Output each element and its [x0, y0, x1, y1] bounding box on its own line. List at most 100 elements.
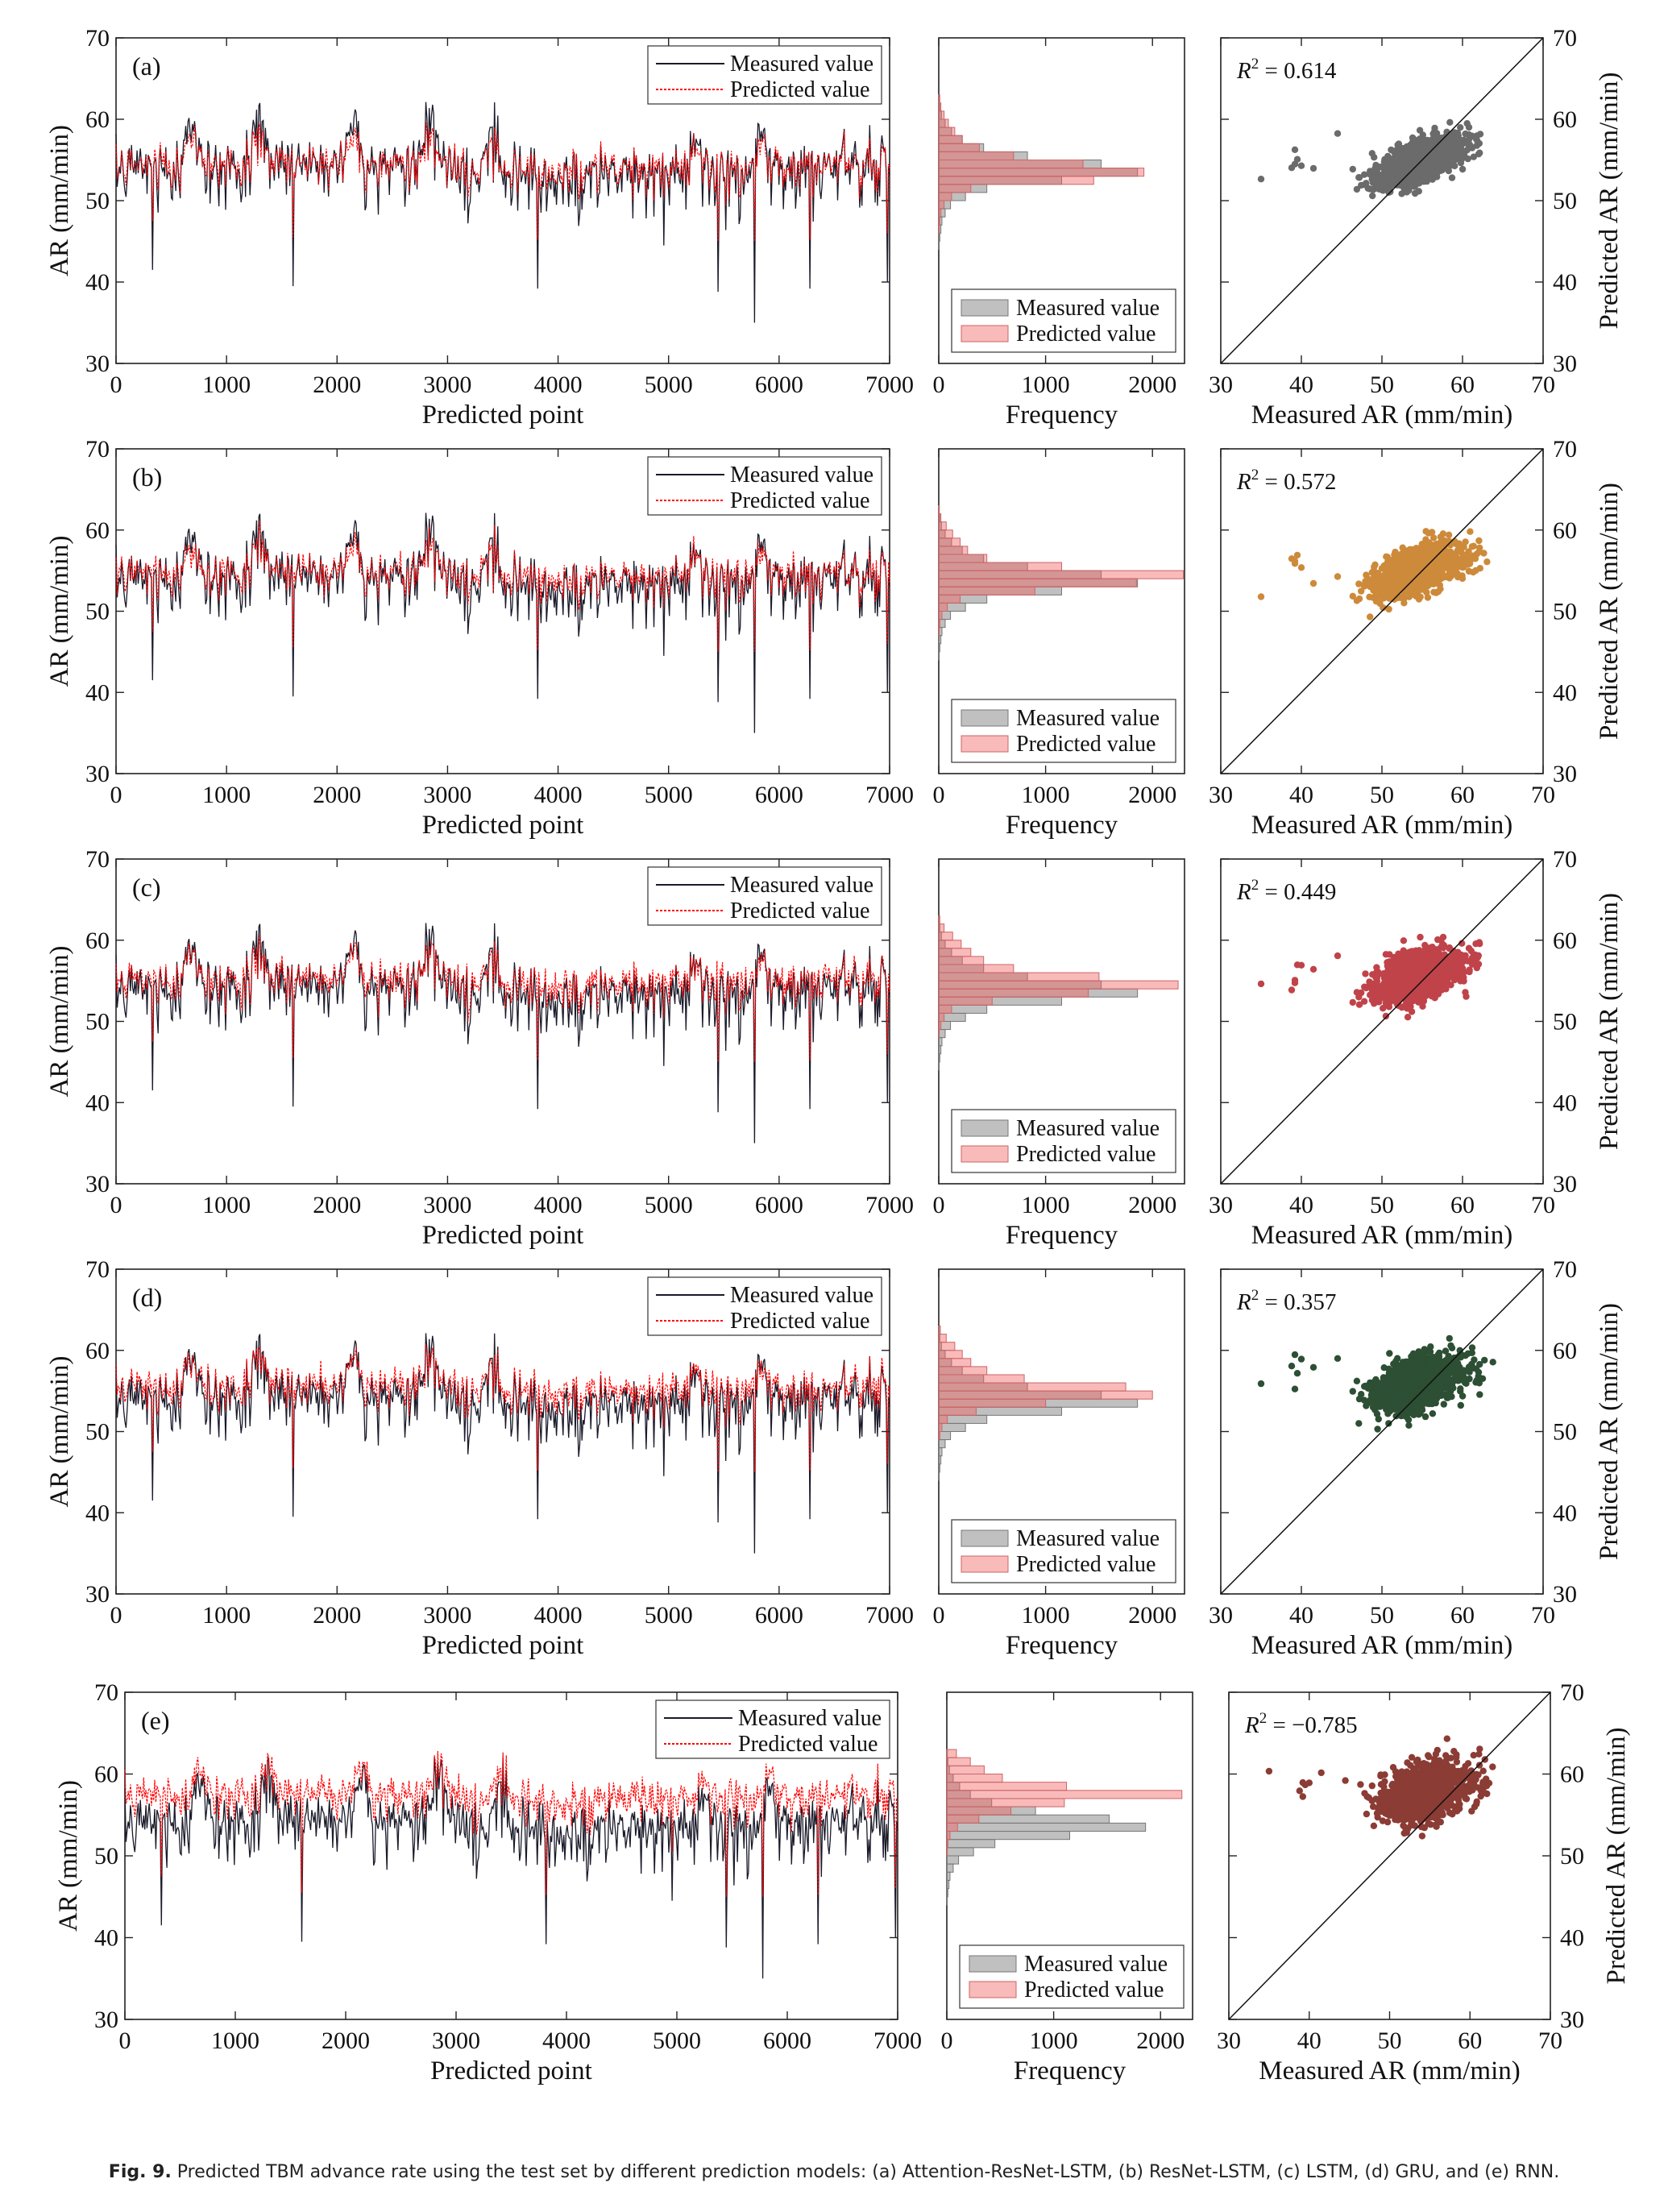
scatter-point	[1430, 588, 1438, 596]
x-tick-label: 7000	[865, 782, 914, 808]
legend-measured-label: Measured value	[1016, 1116, 1160, 1141]
x-tick-label: 7000	[865, 371, 914, 398]
scatter-point	[1382, 161, 1390, 168]
scatter-point	[1439, 933, 1447, 941]
x-tick-label: 1000	[1022, 371, 1070, 398]
scatter-point	[1368, 997, 1376, 1004]
scatter-point	[1442, 160, 1450, 168]
scatter-point	[1410, 168, 1417, 176]
x-tick-label: 1000	[1022, 782, 1070, 808]
y-tick-label: 50	[1553, 188, 1577, 214]
scatter-point	[1380, 1005, 1387, 1012]
x-tick-label: 3000	[423, 1192, 471, 1218]
predicted-series-line	[115, 521, 890, 652]
scatter-point	[1257, 980, 1265, 988]
predicted-hist-bar	[938, 208, 942, 218]
scatter-point	[1424, 594, 1432, 601]
scatter-point	[1474, 953, 1482, 961]
predicted-hist-bar	[938, 940, 962, 949]
x-tick-label: 5000	[645, 782, 693, 808]
predicted-hist-bar	[938, 948, 972, 957]
scatter-point	[1353, 185, 1361, 193]
scatter-point	[1438, 557, 1446, 564]
scatter-point	[1429, 176, 1436, 183]
x-tick-label: 30	[1209, 1602, 1233, 1629]
scatter-point	[1453, 541, 1460, 548]
scatter-point	[1443, 135, 1451, 143]
scatter-point	[1413, 179, 1420, 187]
scatter-point	[1434, 133, 1441, 140]
x-tick-label: 2000	[1128, 1192, 1176, 1218]
scatter-point	[1394, 141, 1401, 149]
legend-measured-label: Measured value	[1016, 296, 1160, 321]
scatter-point	[1360, 171, 1368, 178]
scatter-point	[1419, 997, 1426, 1004]
x-axis-label: Measured AR (mm/min)	[1251, 400, 1512, 430]
scatter-point	[1334, 952, 1342, 960]
scatter-point	[1373, 974, 1380, 981]
legend-measured-label: Measured value	[730, 873, 873, 898]
scatter-point	[1429, 552, 1438, 559]
scatter-point	[1396, 960, 1403, 968]
scatter-point	[1370, 185, 1377, 193]
scatter-point	[1416, 127, 1424, 134]
scatter-point	[1405, 957, 1413, 964]
y-tick-label: 50	[85, 599, 110, 625]
predicted-hist-bar	[938, 224, 940, 234]
predicted-hist-bar	[938, 1029, 940, 1039]
predicted-hist-bar	[938, 586, 1035, 596]
scatter-point	[1476, 1391, 1483, 1398]
scatter-point	[1360, 998, 1368, 1005]
x-axis-label: Frequency	[1006, 400, 1118, 430]
scatter-point	[1362, 970, 1369, 977]
x-tick-label: 1000	[202, 1602, 251, 1629]
x-tick-label: 1000	[202, 371, 251, 398]
scatter-point	[1417, 593, 1424, 600]
scatter-point	[1429, 534, 1438, 542]
measured-hist-bar	[938, 1439, 946, 1449]
scatter-point	[1288, 986, 1296, 994]
scatter-point	[1400, 937, 1408, 944]
scatter-point	[1475, 548, 1483, 555]
r2-annotation: R2 = 0.614	[1236, 56, 1337, 84]
scatter-point	[1438, 550, 1446, 558]
scatter-point	[1297, 162, 1305, 169]
x-tick-label: 1000	[1022, 1192, 1070, 1218]
predicted-hist-bar	[938, 1342, 956, 1351]
scatter-point	[1386, 951, 1393, 958]
legend-predicted-label: Predicted value	[730, 77, 869, 102]
y-tick-label: 70	[1553, 25, 1577, 52]
scatter-point	[1470, 153, 1478, 160]
reference-line	[1220, 858, 1544, 1185]
scatter-point	[1446, 118, 1454, 126]
scatter-point	[1420, 986, 1428, 994]
scatter-point	[1441, 951, 1449, 958]
line-legend-box	[647, 456, 882, 516]
predicted-hist-bar	[938, 168, 1145, 177]
predicted-hist-bar	[938, 160, 1084, 169]
measured-series-line	[115, 923, 890, 1143]
scatter-point	[1385, 605, 1392, 613]
predicted-hist-bar	[938, 1382, 1127, 1392]
scatter-point	[1438, 155, 1445, 163]
measured-hist-bar	[938, 232, 940, 242]
scatter-point	[1291, 146, 1299, 153]
scatter-point	[1415, 188, 1423, 195]
measured-hist-bar	[938, 1422, 966, 1433]
x-axis-label: Predicted point	[422, 400, 584, 430]
x-tick-label: 2000	[313, 782, 361, 808]
x-tick-label: 2000	[1128, 371, 1176, 398]
y-axis-label: Predicted AR (mm/min)	[1595, 483, 1624, 740]
scatter-point	[1458, 165, 1467, 173]
scatter-point	[1371, 986, 1379, 993]
y-axis-label: Predicted AR (mm/min)	[1595, 73, 1624, 330]
measured-hist-bar	[938, 1037, 943, 1047]
x-tick-label: 0	[110, 1192, 122, 1218]
predicted-hist-bar	[938, 1366, 988, 1376]
scatter-point	[1291, 979, 1299, 986]
predicted-hist-bar	[938, 521, 947, 531]
y-tick-label: 60	[1553, 517, 1577, 544]
